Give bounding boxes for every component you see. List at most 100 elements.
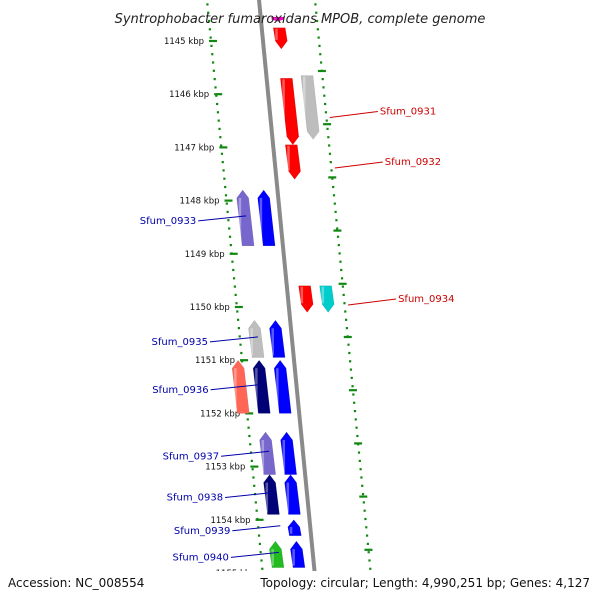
gene-arrow[interactable]: [257, 189, 276, 247]
tick-dot: [314, 3, 317, 6]
gene-arrow[interactable]: [280, 77, 300, 146]
gene-label-leader: [225, 492, 274, 499]
tick-label: 1152 kbp: [200, 409, 240, 419]
tick-dot: [349, 360, 352, 363]
gene-shine: [321, 286, 325, 304]
tick-dot: [363, 509, 366, 512]
gene-arrow[interactable]: [280, 431, 297, 475]
gene-arrow[interactable]: [287, 519, 302, 537]
gene-label[interactable]: Sfum_0940: [172, 552, 228, 563]
tick-dot: [319, 61, 323, 64]
gene-label[interactable]: Sfum_0934: [398, 294, 454, 305]
gene-label-leader: [334, 161, 383, 169]
tick-dot: [207, 19, 211, 23]
right-tick-track: [314, 3, 374, 595]
gene-arrow[interactable]: [284, 144, 301, 180]
tick-dot: [332, 194, 336, 197]
gene-arrow[interactable]: [290, 540, 306, 568]
gene-arrow[interactable]: [269, 319, 286, 358]
tick-dot: [224, 194, 228, 197]
gene-arrow[interactable]: [298, 285, 314, 313]
tick-dot: [355, 426, 358, 429]
tick-dot: [246, 418, 249, 421]
tick-dot: [211, 53, 214, 56]
gene-label[interactable]: Sfum_0935: [152, 337, 208, 348]
gene-label-leader: [232, 525, 281, 532]
gene-shine: [282, 440, 286, 473]
gene-label[interactable]: Sfum_0933: [140, 216, 196, 227]
gene-arrow[interactable]: [284, 474, 301, 515]
tick-dot: [326, 127, 329, 130]
tick-dot: [252, 476, 255, 479]
tick-dot: [328, 144, 331, 147]
tick-dot: [207, 11, 210, 14]
tick-dot: [240, 351, 243, 355]
tick-dot: [214, 86, 217, 89]
tick-dot: [206, 3, 209, 6]
gene-label[interactable]: Sfum_0939: [174, 526, 230, 537]
gene-arrow[interactable]: [263, 474, 280, 515]
gene-label[interactable]: Sfum_0938: [167, 493, 223, 504]
tick-dot: [344, 318, 348, 321]
gene-arrow[interactable]: [236, 189, 255, 247]
tick-dot: [331, 177, 334, 180]
tick-dot: [258, 542, 261, 545]
tick-dot: [360, 476, 363, 479]
gene-shine: [287, 145, 290, 171]
tick-dot: [338, 252, 341, 255]
tick-dot: [333, 202, 336, 205]
tick-dot: [325, 119, 328, 122]
gene-arrow[interactable]: [300, 75, 320, 140]
tick-dot: [249, 451, 253, 454]
gene-arrow[interactable]: [319, 285, 335, 313]
tick-dot: [343, 302, 346, 305]
tick-dot: [357, 451, 361, 454]
gene-label[interactable]: Sfum_0932: [385, 157, 441, 168]
tick-dot: [236, 310, 239, 313]
gene-label-leader: [348, 298, 397, 306]
tick-dot: [356, 434, 359, 438]
tick-dot: [358, 459, 361, 462]
gene-arrow[interactable]: [271, 16, 285, 22]
tick-dot: [249, 443, 252, 446]
gene-arrow[interactable]: [269, 540, 285, 568]
gene-shine: [276, 368, 279, 412]
gene-shine: [265, 482, 269, 513]
tick-dot: [234, 293, 237, 296]
gene-arrow[interactable]: [272, 27, 288, 50]
gene-label[interactable]: Sfum_0931: [380, 106, 436, 117]
tick-dot: [318, 44, 321, 47]
tick-dot: [218, 127, 221, 130]
tick-dot: [233, 285, 236, 288]
backbone: [255, 0, 321, 600]
tick-dot: [336, 227, 339, 230]
tick-dot: [365, 534, 369, 537]
gene-arrow[interactable]: [252, 359, 271, 414]
tick-dot: [215, 94, 218, 97]
gene-arrow[interactable]: [259, 431, 276, 475]
tick-dot: [361, 493, 365, 496]
tick-dot: [210, 44, 213, 47]
tick-dot: [238, 335, 241, 338]
tick-dot: [349, 368, 353, 371]
gene-shine: [302, 76, 306, 131]
tick-dot: [340, 268, 343, 272]
tick-dot: [259, 551, 262, 554]
tick-dot: [362, 501, 365, 504]
tick-dot: [251, 468, 254, 471]
gene-label[interactable]: Sfum_0936: [152, 385, 208, 396]
gene-label-leader: [329, 110, 378, 118]
tick-dot: [239, 343, 242, 346]
tick-dot: [347, 343, 350, 346]
tick-dot: [237, 327, 240, 330]
gene-layer: [231, 16, 335, 600]
gene-arrow[interactable]: [273, 359, 292, 414]
tick-dot: [212, 69, 215, 72]
tick-dot: [216, 111, 220, 114]
gene-label[interactable]: Sfum_0937: [163, 451, 219, 462]
tick-dot: [211, 61, 215, 64]
tick-dot: [317, 36, 320, 39]
gene-arrow[interactable]: [248, 319, 265, 358]
gene-shine: [271, 328, 274, 356]
